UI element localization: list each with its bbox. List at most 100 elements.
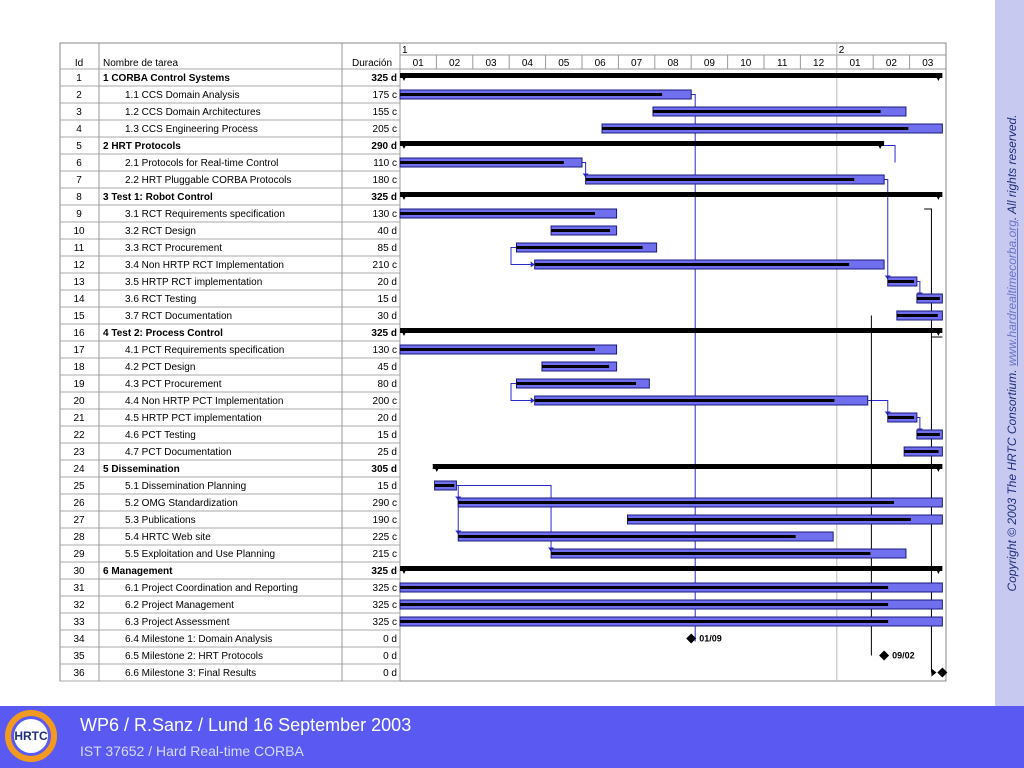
summary-cap-start	[400, 141, 408, 149]
footer-title: WP6 / R.Sanz / Lund 16 September 2003	[80, 715, 412, 735]
header-month: 12	[813, 58, 825, 69]
summary-bar	[400, 192, 943, 197]
task-name: 6.6 Milestone 3: Final Results	[125, 668, 256, 679]
header-month: 04	[522, 58, 534, 69]
task-progress	[434, 484, 455, 487]
task-name: 1.1 CCS Domain Analysis	[125, 90, 240, 101]
task-id: 2	[76, 90, 82, 101]
summary-bar	[400, 73, 943, 78]
task-name: 3.2 RCT Design	[125, 226, 196, 237]
header-month: 08	[667, 58, 679, 69]
task-progress	[400, 603, 889, 606]
task-progress	[585, 178, 855, 181]
summary-cap-end	[934, 192, 943, 200]
task-duration: 305 d	[371, 464, 397, 475]
header-month: 02	[886, 58, 898, 69]
task-id: 13	[73, 277, 85, 288]
task-progress	[516, 382, 637, 385]
task-id: 31	[73, 583, 85, 594]
task-name: 1.2 CCS Domain Architectures	[125, 107, 261, 118]
logo-inner	[14, 719, 48, 753]
header-month: 01	[413, 58, 425, 69]
dependency-link	[582, 162, 587, 177]
task-id: 33	[73, 617, 85, 628]
task-duration: 130 c	[373, 209, 397, 220]
task-duration: 290 d	[371, 141, 397, 152]
task-duration: 215 c	[373, 549, 397, 560]
task-duration: 175 c	[373, 90, 397, 101]
dependency-arrow	[530, 397, 535, 404]
task-id: 18	[73, 362, 85, 373]
hrtc-logo: HRTC	[5, 710, 57, 762]
logo-ring	[5, 710, 57, 762]
website-link[interactable]: www.hardrealtimecorba.org	[1005, 220, 1019, 367]
task-progress	[602, 127, 909, 130]
task-id: 7	[76, 175, 82, 186]
summary-cap-start	[432, 464, 441, 472]
task-duration: 200 c	[373, 396, 397, 407]
task-progress	[516, 246, 643, 249]
header-year-1: 1	[402, 45, 408, 56]
task-progress	[534, 263, 850, 266]
task-name: 3.5 HRTP RCT implementation	[125, 277, 262, 288]
task-duration: 80 d	[378, 379, 397, 390]
task-id: 11	[74, 243, 85, 254]
footer-subtitle: IST 37652 / Hard Real-time CORBA	[80, 743, 304, 759]
task-id: 28	[73, 532, 85, 543]
task-duration: 205 c	[373, 124, 397, 135]
dependency-link	[884, 179, 889, 279]
task-name: 4.6 PCT Testing	[125, 430, 196, 441]
task-name: 1 CORBA Control Systems	[103, 73, 230, 84]
task-progress	[400, 586, 889, 589]
task-id: 19	[73, 379, 85, 390]
task-id: 6	[76, 158, 82, 169]
task-progress	[904, 450, 939, 453]
task-duration: 30 d	[378, 311, 397, 322]
task-name: 5.4 HRTC Web site	[125, 532, 211, 543]
task-progress	[400, 212, 595, 215]
task-duration: 40 d	[378, 226, 397, 237]
task-name: 4.4 Non HRTP PCT Implementation	[125, 396, 283, 407]
task-duration: 20 d	[378, 413, 397, 424]
summary-bar	[432, 464, 943, 469]
task-id: 26	[73, 498, 85, 509]
task-progress	[887, 280, 914, 283]
header-month: 03	[485, 58, 497, 69]
header-month: 05	[558, 58, 570, 69]
task-name: 2.2 HRT Pluggable CORBA Protocols	[125, 175, 291, 186]
dependency-link	[691, 94, 696, 642]
summary-cap-start	[400, 73, 408, 81]
task-progress	[896, 314, 938, 317]
task-id: 36	[73, 668, 85, 679]
header-month: 11	[777, 58, 788, 69]
dependency-link	[510, 247, 533, 265]
task-name: 6.5 Milestone 2: HRT Protocols	[125, 651, 263, 662]
task-name: 6.3 Project Assessment	[125, 617, 230, 628]
task-duration: 325 c	[373, 600, 397, 611]
task-duration: 15 d	[378, 294, 397, 305]
task-duration: 45 d	[378, 362, 397, 373]
task-duration: 325 d	[371, 566, 397, 577]
task-name: 5.1 Dissemination Planning	[125, 481, 246, 492]
task-id: 35	[73, 651, 85, 662]
task-name: 2 HRT Protocols	[103, 141, 181, 152]
task-duration: 325 d	[371, 328, 397, 339]
task-progress	[534, 399, 835, 402]
milestone-label: 01/09	[699, 634, 722, 644]
task-id: 21	[73, 413, 85, 424]
task-duration: 130 c	[373, 345, 397, 356]
task-duration: 325 c	[373, 617, 397, 628]
task-id: 4	[76, 124, 82, 135]
task-id: 10	[73, 226, 85, 237]
task-name: 4.5 HRTP PCT implementation	[125, 413, 262, 424]
task-name: 5.3 Publications	[125, 515, 196, 526]
right-sidebar	[995, 0, 1024, 706]
task-duration: 155 c	[373, 107, 397, 118]
task-progress	[458, 501, 894, 504]
header-task-name: Nombre de tarea	[103, 58, 178, 69]
dependency-link	[456, 485, 552, 551]
header-month: 07	[631, 58, 643, 69]
dependency-arrow	[530, 261, 535, 268]
task-id: 15	[73, 311, 85, 322]
task-id: 5	[76, 141, 82, 152]
